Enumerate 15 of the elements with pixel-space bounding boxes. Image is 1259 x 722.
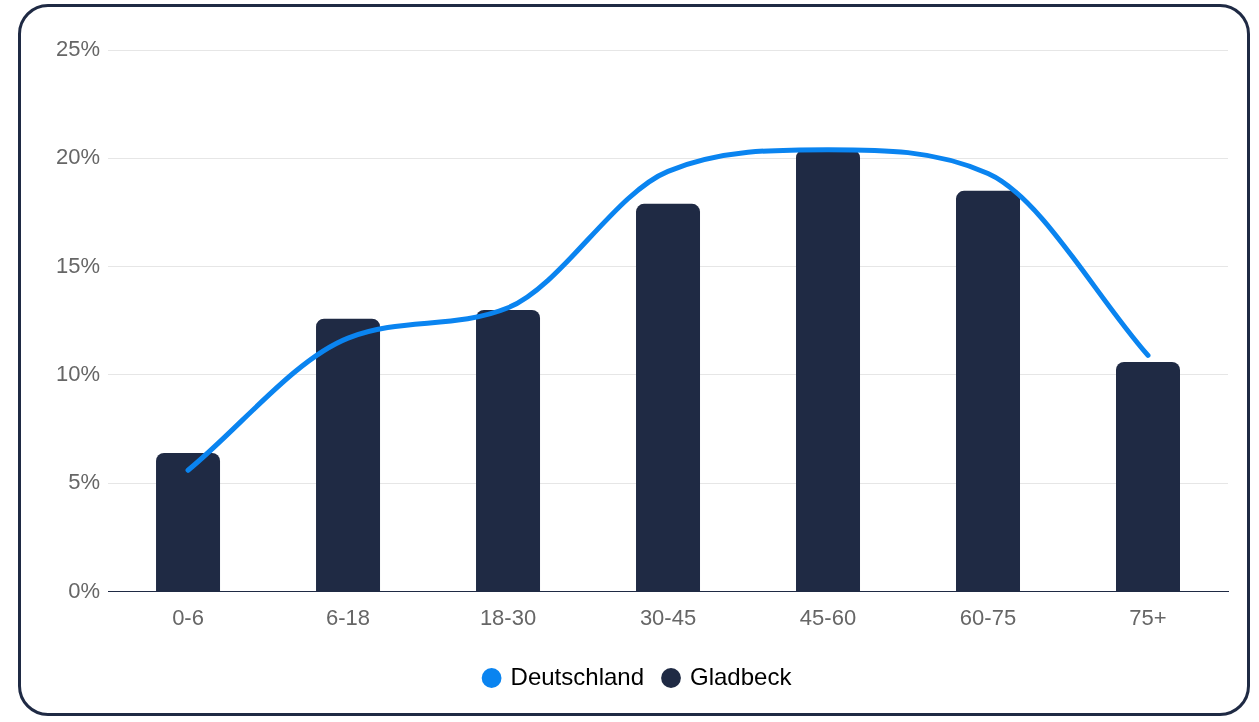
x-tick-label: 60-75 (959, 604, 1017, 630)
legend-label: Deutschland (510, 662, 645, 690)
y-tick-label: 15% (55, 252, 101, 278)
legend-label: Gladbeck (690, 662, 793, 690)
y-tick-label: 10% (55, 361, 101, 387)
y-tick-label: 25% (55, 36, 101, 62)
x-tick-label: 18-30 (479, 604, 537, 630)
y-tick-label: 0% (68, 577, 101, 603)
x-tick-label: 6-18 (326, 604, 371, 630)
x-tick-label: 0-6 (172, 604, 204, 630)
x-tick-label: 45-60 (799, 604, 857, 630)
y-tick-label: 5% (68, 469, 101, 495)
x-tick-label: 75+ (1129, 604, 1167, 630)
y-tick-label: 20% (55, 144, 101, 170)
x-tick-label: 30-45 (639, 604, 697, 630)
